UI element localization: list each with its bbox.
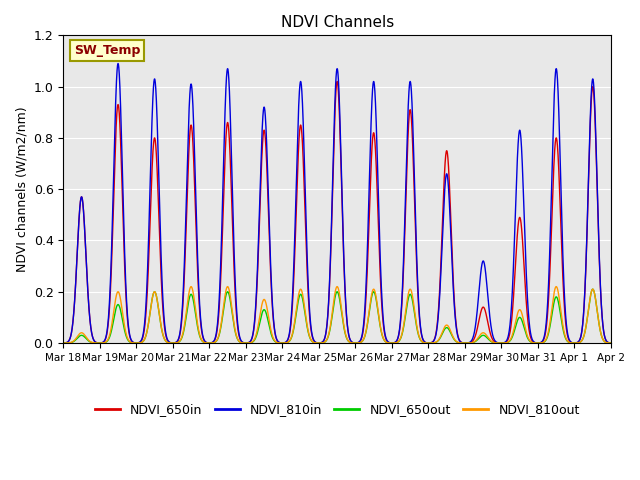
NDVI_810out bbox=[188, 284, 195, 289]
NDVI_650out bbox=[415, 335, 423, 341]
NDVI_650in bbox=[607, 340, 615, 346]
NDVI_810out bbox=[607, 340, 615, 346]
NDVI_810out bbox=[60, 340, 67, 346]
NDVI_650out bbox=[80, 333, 88, 339]
NDVI_810in bbox=[60, 340, 67, 346]
NDVI_650in bbox=[333, 79, 341, 84]
NDVI_650in bbox=[334, 84, 342, 89]
Title: NDVI Channels: NDVI Channels bbox=[280, 15, 394, 30]
NDVI_650out bbox=[505, 339, 513, 345]
Y-axis label: NDVI channels (W/m2/nm): NDVI channels (W/m2/nm) bbox=[15, 107, 28, 272]
NDVI_650in bbox=[60, 340, 67, 346]
NDVI_650out bbox=[400, 324, 408, 330]
NDVI_810in bbox=[80, 209, 88, 215]
NDVI_650out bbox=[284, 339, 292, 345]
NDVI_810in bbox=[607, 340, 615, 346]
NDVI_810out bbox=[505, 338, 513, 344]
NDVI_810out bbox=[284, 339, 292, 345]
NDVI_810out bbox=[334, 285, 342, 290]
Line: NDVI_810out: NDVI_810out bbox=[63, 287, 640, 343]
NDVI_650in bbox=[80, 209, 88, 215]
NDVI_650in bbox=[284, 337, 292, 343]
Text: SW_Temp: SW_Temp bbox=[74, 44, 141, 57]
NDVI_650in bbox=[400, 261, 408, 267]
NDVI_650in bbox=[505, 334, 513, 340]
NDVI_650out bbox=[334, 289, 342, 295]
NDVI_810in bbox=[334, 71, 342, 77]
NDVI_650out bbox=[589, 286, 596, 292]
Line: NDVI_650out: NDVI_650out bbox=[63, 289, 640, 343]
NDVI_810in bbox=[400, 252, 408, 257]
NDVI_650out bbox=[60, 340, 67, 346]
NDVI_810in bbox=[416, 313, 424, 319]
NDVI_650in bbox=[416, 316, 424, 322]
NDVI_810out bbox=[80, 331, 88, 337]
NDVI_810out bbox=[416, 335, 424, 340]
Line: NDVI_810in: NDVI_810in bbox=[63, 63, 640, 343]
NDVI_810in bbox=[284, 336, 292, 342]
NDVI_810in bbox=[114, 60, 122, 66]
Line: NDVI_650in: NDVI_650in bbox=[63, 82, 640, 343]
NDVI_650out bbox=[607, 340, 615, 346]
NDVI_810out bbox=[400, 322, 408, 328]
Legend: NDVI_650in, NDVI_810in, NDVI_650out, NDVI_810out: NDVI_650in, NDVI_810in, NDVI_650out, NDV… bbox=[90, 398, 584, 421]
NDVI_810in bbox=[505, 330, 513, 336]
